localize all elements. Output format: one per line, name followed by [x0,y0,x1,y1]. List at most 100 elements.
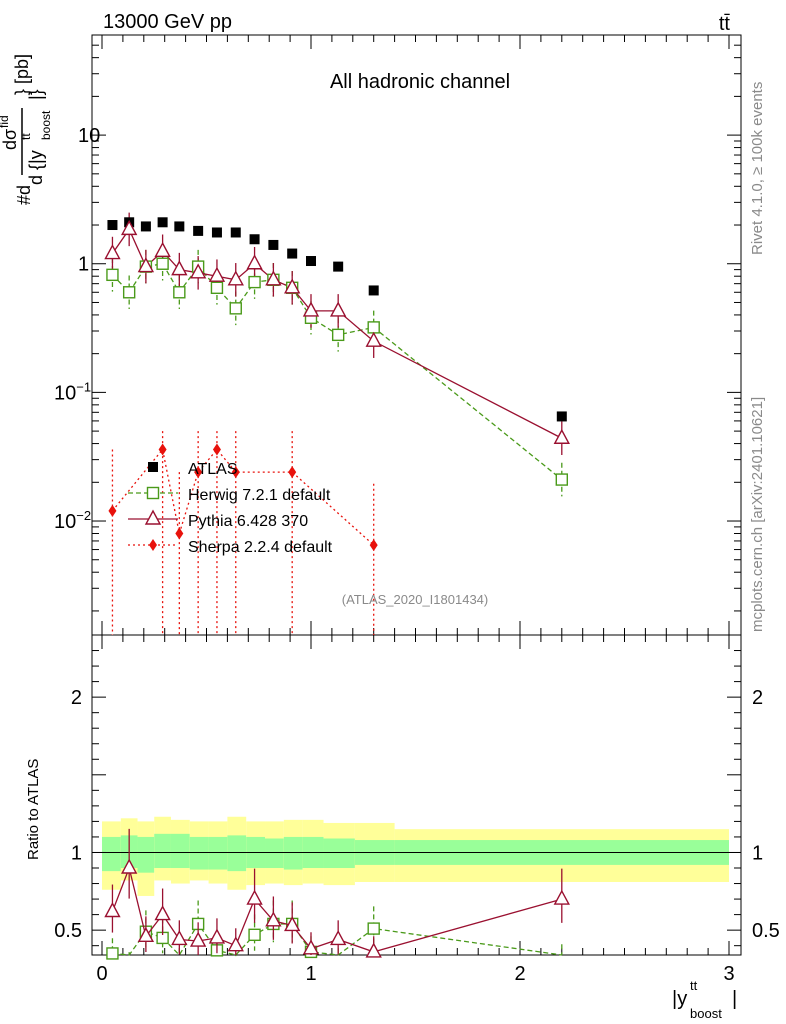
ratio-series [104,828,570,960]
data-point [333,261,344,272]
ratio-y-tick-label: 2 [71,687,82,709]
ratio-point [154,905,171,921]
data-point [246,254,263,270]
ratio-point [329,929,347,946]
svg-text:boost: boost [690,1006,722,1021]
data-point [107,220,118,231]
data-point [171,260,188,276]
data-point [229,302,242,315]
legend-entry: Sherpa 2.2.4 default [188,539,333,556]
data-point [154,241,171,257]
band-inner-segment [170,833,190,869]
y-tick-label: 10 [78,125,100,147]
ratio-point [265,911,282,927]
ratio-point [137,926,155,943]
ratio-point [227,936,244,952]
ratio-point [302,939,320,955]
ratio-y-tick-label: 1 [71,842,82,864]
data-point [302,301,320,317]
svg-text:#d: #d [14,185,34,205]
data-point [287,248,298,259]
ratio-point [208,928,226,944]
svg-text:tt: tt [690,978,698,993]
data-point [248,275,261,289]
legend-marker [148,462,158,472]
data-point [329,301,347,317]
ratio-point [248,928,261,942]
ratio-point [189,931,207,947]
x-tick-label: 1 [305,963,316,985]
ratio-point [171,929,188,946]
ratio-y-tick-label-right: 1 [752,842,763,864]
main-y-axis-label: #d dσ fid d {|y tt boost |} } [pb] [0,54,53,205]
ratio-point [104,902,121,918]
data-point [210,281,224,295]
svg-text:fid: fid [0,115,11,128]
data-point [106,268,119,282]
data-point [367,321,380,334]
y-tick-label: 10−1 [54,379,91,404]
rivet-label: Rivet 4.1.0, ≥ 100k events [749,82,766,255]
ratio-point [367,922,380,935]
data-point [230,227,241,238]
x-tick-label: 0 [96,963,107,985]
data-point [227,270,244,286]
band-inner-segment [227,835,247,872]
data-point [265,270,282,286]
process-label: 13000 GeV pp [103,11,232,33]
data-point [231,466,240,479]
band-inner-segment [137,836,155,873]
ratio-y-axis-label: Ratio to ATLAS [25,759,42,860]
data-point [208,266,226,282]
ratio-y-tick-label-right: 0.5 [752,920,780,942]
data-point [173,286,186,299]
data-point [284,278,301,294]
legend-entry: ATLAS [188,461,238,478]
x-tick-label: 2 [514,963,525,985]
ratio-point [365,942,382,958]
data-point [194,466,203,479]
ratio-point [106,947,119,960]
data-point [365,331,382,347]
y-tick-exponent: −1 [76,379,91,394]
data-point [368,285,379,296]
data-point [211,227,222,238]
legend-marker [144,509,162,525]
legend-marker [146,486,160,500]
data-point [120,219,138,236]
y-tick-exponent: −2 [76,508,91,523]
x-axis-label: |y tt boost | [672,978,737,1021]
data-point [122,286,136,299]
ratio-point [284,916,301,932]
data-point [268,239,279,250]
svg-text:tt: tt [19,133,33,140]
data-point [157,217,168,228]
uncertainty-bands [102,816,729,896]
data-point [288,466,297,479]
y-tick-label: 10−2 [54,508,91,533]
svg-text:|}: |} [26,89,46,100]
legend-entry: Pythia 6.428 370 [188,513,308,530]
main-series [104,212,570,635]
band-inner-segment [323,838,355,869]
data-point [158,443,167,456]
data-point [140,221,151,232]
data-point [369,539,378,552]
ratio-plot-frame [91,634,742,956]
svg-text:|y: |y [672,988,687,1010]
ratio-y-tick-label: 0.5 [54,920,82,942]
svg-text:dσ: dσ [0,129,20,150]
ratio-point [246,889,263,905]
band-inner-segment [189,836,209,870]
ratio-y-tick-label-right: 2 [752,687,763,709]
mcplots-label: mcplots.cern.ch [arXiv:2401.10621] [749,397,766,632]
data-point [555,473,568,486]
legend-entry: Herwig 7.2.1 default [188,487,331,504]
channel-title: All hadronic channel [330,71,510,93]
band-inner-segment [208,836,228,870]
y-tick-label: 1 [78,254,89,276]
process-tag: tt̄ [719,13,731,35]
data-point [553,428,570,444]
data-point [212,443,221,456]
